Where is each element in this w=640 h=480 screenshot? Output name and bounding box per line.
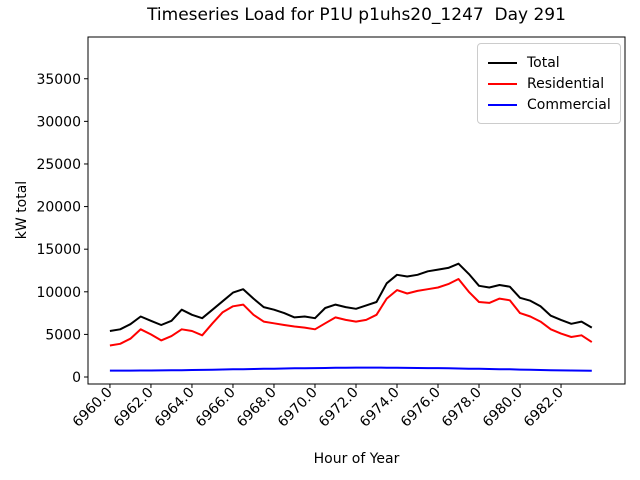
legend-label: Commercial <box>527 96 611 113</box>
series-line-commercial <box>109 366 592 372</box>
y-tick-label: 25000 <box>36 157 81 173</box>
legend-item-commercial: Commercial <box>488 94 611 115</box>
x-tick-label: 6966.0 <box>193 385 239 431</box>
legend-item-residential: Residential <box>488 73 610 94</box>
x-tick-label: 6980.0 <box>480 385 526 431</box>
series-line-total <box>109 262 593 332</box>
y-tick-label: 20000 <box>36 200 81 216</box>
x-tick-label: 6970.0 <box>275 385 321 431</box>
y-tick-label: 10000 <box>36 285 81 301</box>
chart-title: Timeseries Load for P1U p1uhs20_1247 Day… <box>147 5 566 25</box>
axes-frame <box>87 36 626 385</box>
y-tick-label: 30000 <box>36 114 81 130</box>
legend: Total Residential Commercial <box>477 43 621 124</box>
legend-label: Residential <box>527 75 605 92</box>
y-tick-label: 5000 <box>45 327 81 343</box>
x-tick-label: 6962.0 <box>111 385 157 431</box>
y-tick-label: 35000 <box>36 72 81 88</box>
x-tick-label: 6960.0 <box>70 385 116 431</box>
legend-line-swatch <box>488 61 517 64</box>
y-axis-label: kW total <box>14 180 30 240</box>
x-tick-label: 6976.0 <box>398 385 444 431</box>
series-line-residential <box>109 278 593 347</box>
x-tick-label: 6974.0 <box>357 385 403 431</box>
legend-line-swatch <box>488 82 517 85</box>
x-tick-label: 6978.0 <box>439 385 485 431</box>
legend-item-total: Total <box>488 52 610 73</box>
legend-label: Total <box>527 54 560 71</box>
y-tick-label: 15000 <box>36 242 81 258</box>
x-tick-label: 6972.0 <box>316 385 362 431</box>
y-tick-label: 0 <box>72 370 81 386</box>
x-tick-label: 6982.0 <box>521 385 567 431</box>
x-tick-label: 6968.0 <box>234 385 280 431</box>
x-axis-label: Hour of Year <box>313 451 400 467</box>
legend-line-swatch <box>488 103 517 106</box>
x-tick-label: 6964.0 <box>152 385 198 431</box>
